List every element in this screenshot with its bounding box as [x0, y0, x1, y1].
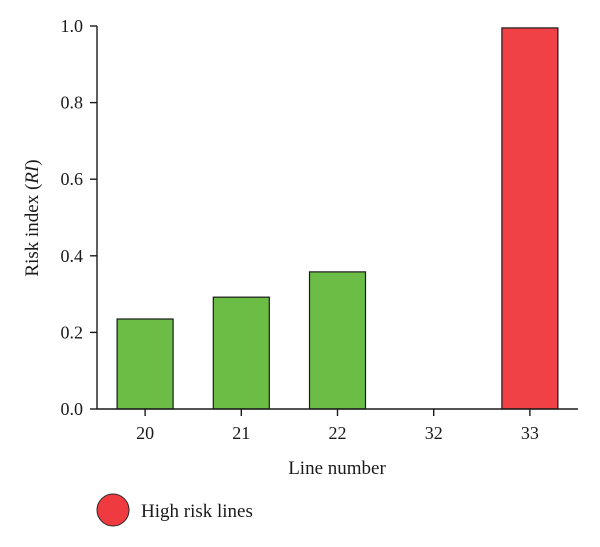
x-axis-title: Line number	[288, 458, 386, 479]
y-tick-label: 1.0	[61, 16, 84, 36]
x-tick-label: 32	[425, 423, 443, 443]
legend-marker-high-risk	[96, 493, 130, 527]
y-axis-title-main: Risk index (	[22, 184, 43, 277]
y-tick-label: 0.2	[61, 322, 84, 342]
y-axis: 0.0 0.2 0.4 0.6 0.8 1.0	[61, 16, 98, 419]
y-tick-label: 0.8	[61, 93, 84, 113]
legend: High risk lines	[96, 493, 253, 527]
bar-line-22	[308, 271, 367, 410]
bar-line-21	[212, 296, 270, 410]
y-axis-title-close: )	[22, 159, 43, 165]
bar-line-20	[116, 318, 174, 410]
plot-area	[116, 27, 559, 410]
y-tick-label: 0.6	[61, 169, 84, 189]
legend-label-high-risk: High risk lines	[141, 501, 253, 522]
x-tick-label: 20	[136, 423, 154, 443]
x-tick-label: 22	[329, 423, 347, 443]
y-axis-title-italic: RI	[22, 164, 43, 185]
y-tick-label: 0.4	[61, 246, 84, 266]
bar-line-33	[501, 27, 559, 410]
x-tick-label: 33	[521, 423, 539, 443]
x-axis: 20 21 22 32 33	[97, 408, 578, 443]
x-tick-label: 21	[232, 423, 250, 443]
y-axis-title: Risk index (RI)	[22, 159, 43, 276]
y-tick-label: 0.0	[61, 399, 84, 419]
